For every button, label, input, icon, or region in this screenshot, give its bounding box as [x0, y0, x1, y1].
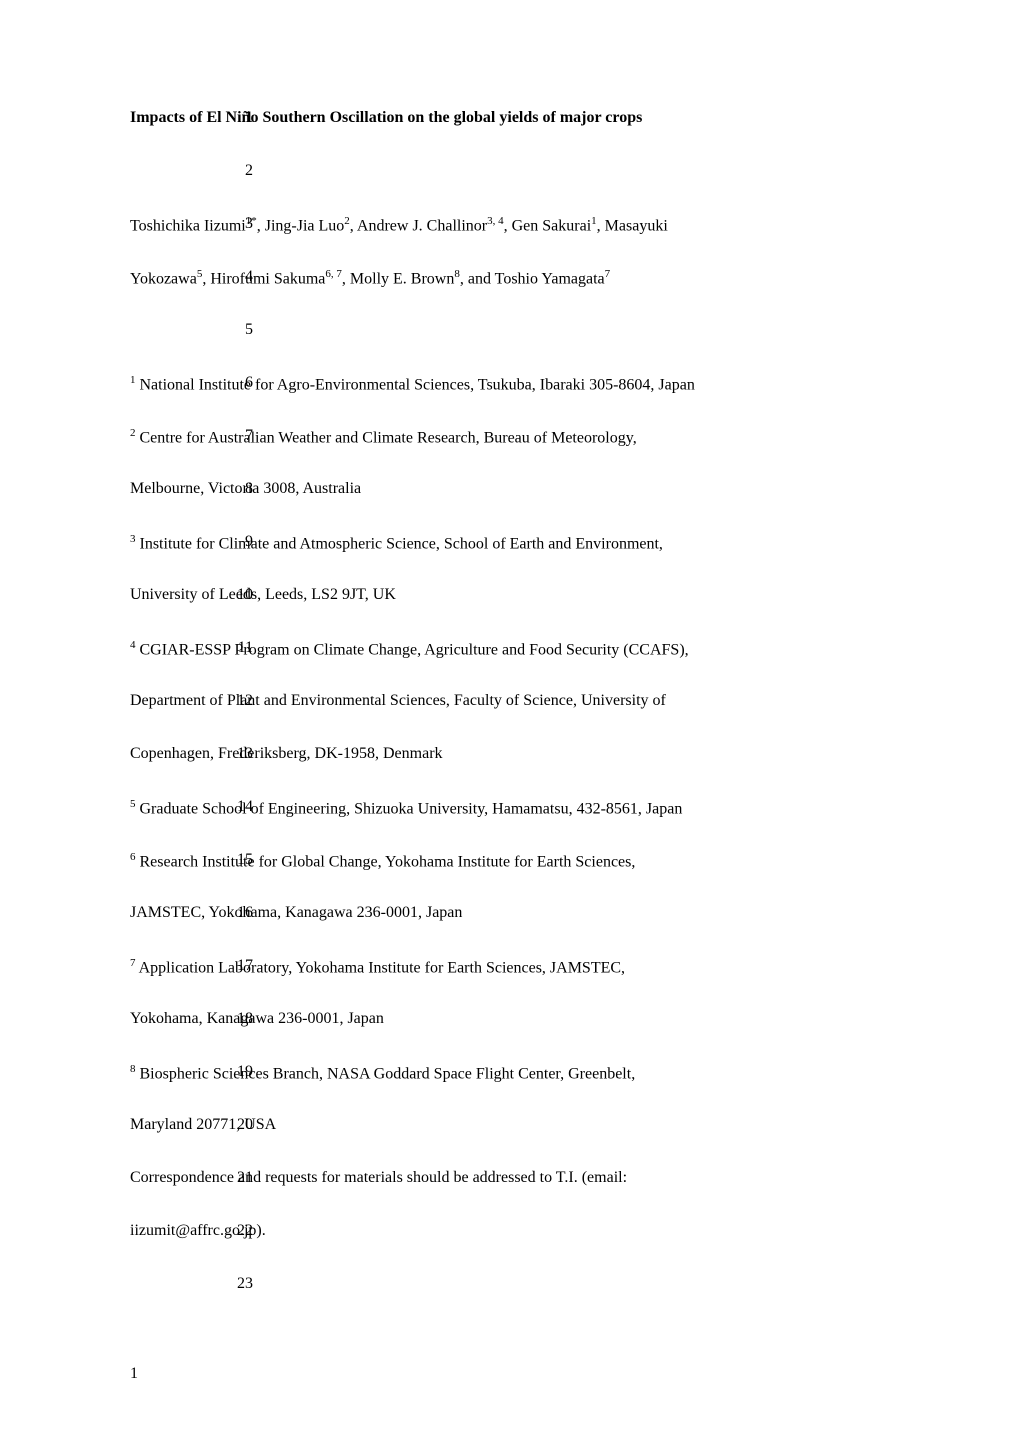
affiliation-text: Maryland 20771, USA [130, 1116, 276, 1133]
affiliation-line: 9 3 Institute for Climate and Atmospheri… [130, 534, 905, 554]
blank-line: 5 [130, 322, 905, 342]
affiliation-line: 15 6 Research Institute for Global Chang… [130, 852, 905, 872]
author-name: , Hirofumi Sakuma [202, 270, 325, 287]
affiliation-text: National Institute for Agro-Environmenta… [136, 376, 695, 393]
author-affiliation-sup: 3, 4 [487, 215, 504, 227]
line-number: 17 [225, 958, 253, 974]
affiliation-text: CGIAR-ESSP Program on Climate Change, Ag… [136, 641, 689, 658]
affiliation-line: 8 Melbourne, Victoria 3008, Australia [130, 481, 905, 501]
line-number: 7 [225, 428, 253, 444]
author-name: , and Toshio Yamagata [460, 270, 605, 287]
authors-line-1: 3 Toshichika Iizumi1*, Jing-Jia Luo2, An… [130, 216, 905, 236]
paper-title: 1 Impacts of El Niño Southern Oscillatio… [130, 110, 905, 130]
affiliation-text: Institute for Climate and Atmospheric Sc… [136, 535, 663, 552]
line-number: 9 [225, 534, 253, 550]
affiliation-text: Yokohama, Kanagawa 236-0001, Japan [130, 1010, 384, 1027]
blank-line: 23 [130, 1276, 905, 1296]
page-number: 1 [130, 1365, 138, 1383]
affiliation-text: Research Institute for Global Change, Yo… [136, 853, 636, 870]
affiliation-line: 20 Maryland 20771, USA [130, 1117, 905, 1137]
author-name: , Masayuki [597, 217, 668, 234]
line-number: 4 [225, 269, 253, 285]
line-number: 16 [225, 905, 253, 921]
line-number: 10 [225, 587, 253, 603]
author-name: Yokozawa [130, 270, 197, 287]
affiliation-line: 12 Department of Plant and Environmental… [130, 693, 905, 713]
correspondence-line: 22 iizumit@affrc.go.jp). [130, 1223, 905, 1243]
line-number: 13 [225, 746, 253, 762]
line-number: 3 [225, 216, 253, 232]
line-number: 22 [225, 1223, 253, 1239]
line-number: 6 [225, 375, 253, 391]
affiliation-line: 16 JAMSTEC, Yokohama, Kanagawa 236-0001,… [130, 905, 905, 925]
affiliation-line: 18 Yokohama, Kanagawa 236-0001, Japan [130, 1011, 905, 1031]
affiliation-line: 13 Copenhagen, Frederiksberg, DK-1958, D… [130, 746, 905, 766]
line-number: 20 [225, 1117, 253, 1133]
affiliation-line: 11 4 CGIAR-ESSP Program on Climate Chang… [130, 640, 905, 660]
author-name: , Jing-Jia Luo [257, 217, 345, 234]
affiliation-text: University of Leeds, Leeds, LS2 9JT, UK [130, 586, 396, 603]
title-text: Impacts of El Niño Southern Oscillation … [130, 109, 642, 126]
affiliation-text: Department of Plant and Environmental Sc… [130, 692, 666, 709]
affiliation-line: 19 8 Biospheric Sciences Branch, NASA Go… [130, 1064, 905, 1084]
line-number: 12 [225, 693, 253, 709]
affiliation-text: Centre for Australian Weather and Climat… [136, 429, 637, 446]
affiliation-line: 14 5 Graduate School of Engineering, Shi… [130, 799, 905, 819]
line-number: 23 [225, 1276, 253, 1292]
affiliation-text: Application Laboratory, Yokohama Institu… [136, 959, 626, 976]
line-number: 8 [225, 481, 253, 497]
affiliation-line: 10 University of Leeds, Leeds, LS2 9JT, … [130, 587, 905, 607]
author-name: , Molly E. Brown [342, 270, 454, 287]
affiliation-line: 6 1 National Institute for Agro-Environm… [130, 375, 905, 395]
line-number: 2 [225, 163, 253, 179]
blank-line: 2 [130, 163, 905, 183]
line-number: 18 [225, 1011, 253, 1027]
line-number: 5 [225, 322, 253, 338]
author-name: , Gen Sakurai [504, 217, 592, 234]
line-number: 1 [225, 110, 253, 126]
line-number: 14 [225, 799, 253, 815]
affiliation-text: Copenhagen, Frederiksberg, DK-1958, Denm… [130, 745, 443, 762]
affiliation-text: JAMSTEC, Yokohama, Kanagawa 236-0001, Ja… [130, 904, 462, 921]
line-number: 21 [225, 1170, 253, 1186]
correspondence-text: Correspondence and requests for material… [130, 1169, 627, 1186]
affiliation-line: 7 2 Centre for Australian Weather and Cl… [130, 428, 905, 448]
affiliation-line: 17 7 Application Laboratory, Yokohama In… [130, 958, 905, 978]
line-number: 11 [225, 640, 253, 656]
line-number: 15 [225, 852, 253, 868]
affiliation-text: Graduate School of Engineering, Shizuoka… [136, 800, 683, 817]
authors-line-2: 4 Yokozawa5, Hirofumi Sakuma6, 7, Molly … [130, 269, 905, 289]
affiliation-text: Biospheric Sciences Branch, NASA Goddard… [136, 1065, 636, 1082]
author-affiliation-sup: 7 [605, 268, 611, 280]
author-affiliation-sup: 6, 7 [325, 268, 342, 280]
author-name: , Andrew J. Challinor [350, 217, 487, 234]
correspondence-line: 21 Correspondence and requests for mater… [130, 1170, 905, 1190]
line-number: 19 [225, 1064, 253, 1080]
